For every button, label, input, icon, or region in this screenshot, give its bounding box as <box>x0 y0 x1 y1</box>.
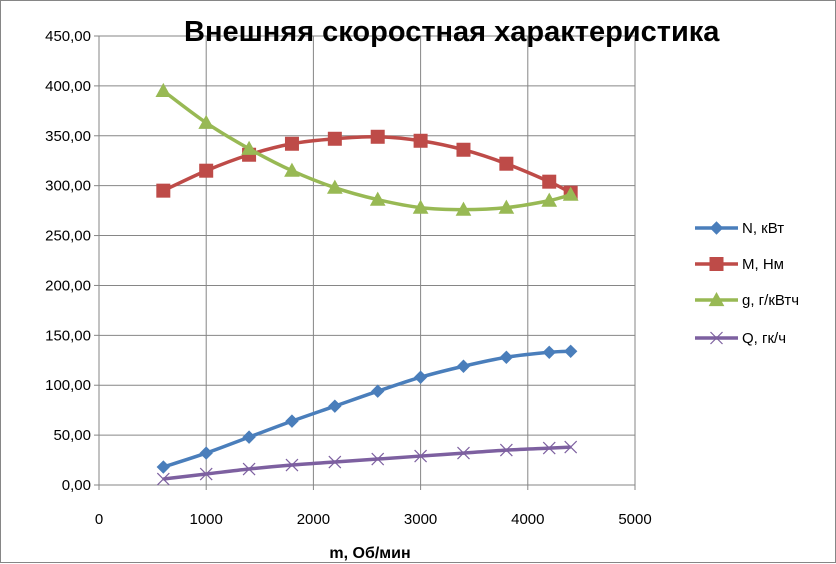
y-tick-label: 300,00 <box>45 178 91 195</box>
data-point <box>542 441 556 455</box>
data-point <box>156 183 171 198</box>
data-point <box>242 462 256 476</box>
series-line <box>162 89 572 212</box>
data-point <box>371 384 385 398</box>
data-point <box>563 344 578 359</box>
legend-marker <box>709 257 724 271</box>
y-tick-label: 450,00 <box>45 28 91 45</box>
series-0 <box>156 344 578 474</box>
data-point <box>499 443 513 457</box>
data-point <box>199 163 214 178</box>
legend-entry: Q, гк/ч <box>695 330 786 347</box>
data-point <box>156 472 170 486</box>
data-point <box>413 133 428 148</box>
data-point <box>327 131 342 146</box>
y-tick-label: 50,00 <box>53 427 91 444</box>
legend-marker <box>708 291 725 307</box>
legend-label: g, г/кВтч <box>742 292 799 309</box>
data-point <box>562 186 579 201</box>
y-tick-label: 100,00 <box>45 377 91 394</box>
data-point <box>284 136 299 151</box>
legend-label: N, кВт <box>742 220 784 237</box>
legend-entry: g, г/кВтч <box>695 291 799 309</box>
y-tick-label: 250,00 <box>45 228 91 245</box>
data-point <box>369 191 386 206</box>
data-point <box>564 440 578 454</box>
data-point <box>198 114 215 129</box>
data-point <box>328 455 342 469</box>
data-point <box>456 142 471 157</box>
x-tick-label: 1000 <box>190 511 223 528</box>
chart-title: Внешняя скоростная характеристика <box>184 16 720 48</box>
axis-layer: 0,00 50,00 100,00 150,00 200,00 250,00 300,00 3… <box>45 28 652 528</box>
data-point <box>242 430 256 444</box>
series-1 <box>156 129 578 200</box>
x-tick-label: 3000 <box>404 511 437 528</box>
legend-marker <box>709 221 724 235</box>
data-point <box>412 199 429 214</box>
data-point <box>542 345 556 360</box>
data-point <box>455 201 472 216</box>
x-tick-label: 0 <box>95 511 103 528</box>
legend-entry: М, Нм <box>695 256 784 273</box>
y-tick-label: 200,00 <box>45 277 91 294</box>
data-point <box>155 82 172 97</box>
data-point <box>328 399 342 413</box>
y-tick-label: 150,00 <box>45 327 91 344</box>
data-point <box>285 458 299 472</box>
legend-marker <box>710 331 723 345</box>
y-tick-label: 400,00 <box>45 78 91 95</box>
x-tick-label: 4000 <box>511 511 544 528</box>
data-point <box>285 414 299 428</box>
legend-entry: N, кВт <box>695 220 784 237</box>
data-point <box>542 174 557 189</box>
legend: N, кВт М, Нм g, г/кВтч Q, гк/ч <box>695 220 799 347</box>
x-axis-label: m, Об/мин <box>329 545 410 562</box>
data-point <box>414 449 428 463</box>
series-line <box>163 445 571 481</box>
data-point <box>541 192 558 207</box>
data-point <box>499 350 514 364</box>
data-point <box>456 359 471 373</box>
data-point <box>457 446 470 460</box>
data-point <box>371 452 385 466</box>
data-point <box>199 446 213 460</box>
data-point <box>284 162 300 177</box>
legend-label: М, Нм <box>742 256 784 273</box>
data-point <box>326 179 343 194</box>
series-layer <box>155 82 579 486</box>
data-point <box>499 156 514 171</box>
data-point <box>498 199 515 214</box>
data-point <box>199 467 213 481</box>
series-3 <box>156 440 578 486</box>
legend-label: Q, гк/ч <box>742 330 786 347</box>
data-point <box>156 460 171 474</box>
x-tick-label: 5000 <box>618 511 651 528</box>
data-point <box>413 370 428 384</box>
x-tick-label: 2000 <box>297 511 330 528</box>
data-point <box>241 140 257 155</box>
series-2 <box>155 82 579 216</box>
data-point <box>370 129 385 144</box>
y-tick-label: 0,00 <box>62 477 91 494</box>
y-tick-label: 350,00 <box>45 128 91 145</box>
